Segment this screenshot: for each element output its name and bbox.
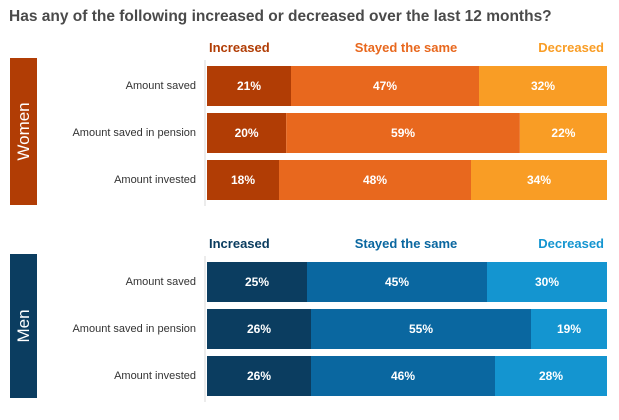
men-bar-segment xyxy=(311,309,531,349)
men-data-label: 45% xyxy=(385,275,409,289)
women-data-label: 59% xyxy=(391,126,415,140)
men-data-label: 30% xyxy=(535,275,559,289)
women-data-label: 18% xyxy=(231,173,255,187)
men-bar-segment xyxy=(495,356,607,396)
men-legend-increased: Increased xyxy=(209,236,270,251)
women-bar-segment xyxy=(207,66,291,106)
women-bar-segment xyxy=(279,160,471,200)
men-category-label: Amount saved xyxy=(126,276,196,288)
women-data-label: 34% xyxy=(527,173,551,187)
women-bar-segment xyxy=(471,160,607,200)
women-category-label: Amount invested xyxy=(114,174,196,186)
men-data-label: 26% xyxy=(247,369,271,383)
men-bar-segment xyxy=(207,262,307,302)
men-data-label: 28% xyxy=(539,369,563,383)
men-category-label: Amount invested xyxy=(114,370,196,382)
men-legend-decreased: Decreased xyxy=(538,236,604,251)
men-legend-stayed-the-same: Stayed the same xyxy=(355,236,458,251)
women-bar-segment xyxy=(207,160,279,200)
men-data-label: 55% xyxy=(409,322,433,336)
women-data-label: 48% xyxy=(363,173,387,187)
women-legend-stayed-the-same: Stayed the same xyxy=(355,40,458,55)
chart-title: Has any of the following increased or de… xyxy=(9,8,552,25)
men-bar-segment xyxy=(207,356,311,396)
women-category-label: Amount saved xyxy=(126,80,196,92)
men-group-box xyxy=(10,254,37,398)
men-data-label: 46% xyxy=(391,369,415,383)
women-data-label: 21% xyxy=(237,79,261,93)
men-bar-segment xyxy=(307,262,487,302)
women-bar-segment xyxy=(519,113,607,153)
women-legend-increased: Increased xyxy=(209,40,270,55)
women-data-label: 47% xyxy=(373,79,397,93)
women-bar-segment xyxy=(286,113,520,153)
men-data-label: 26% xyxy=(247,322,271,336)
women-group-label: Women xyxy=(14,102,33,160)
women-bar-segment xyxy=(291,66,479,106)
women-data-label: 20% xyxy=(235,126,259,140)
women-legend-decreased: Decreased xyxy=(538,40,604,55)
women-bar-segment xyxy=(479,66,607,106)
women-category-label: Amount saved in pension xyxy=(72,127,196,139)
women-group-box xyxy=(10,58,37,205)
women-bar-segment xyxy=(207,113,287,153)
men-bar-segment xyxy=(207,309,311,349)
women-data-label: 22% xyxy=(551,126,575,140)
women-data-label: 32% xyxy=(531,79,555,93)
men-category-label: Amount saved in pension xyxy=(72,323,196,335)
men-data-label: 19% xyxy=(557,322,581,336)
men-bar-segment xyxy=(311,356,495,396)
men-bar-segment xyxy=(487,262,607,302)
men-data-label: 25% xyxy=(245,275,269,289)
men-bar-segment xyxy=(531,309,607,349)
men-group-label: Men xyxy=(14,309,33,342)
